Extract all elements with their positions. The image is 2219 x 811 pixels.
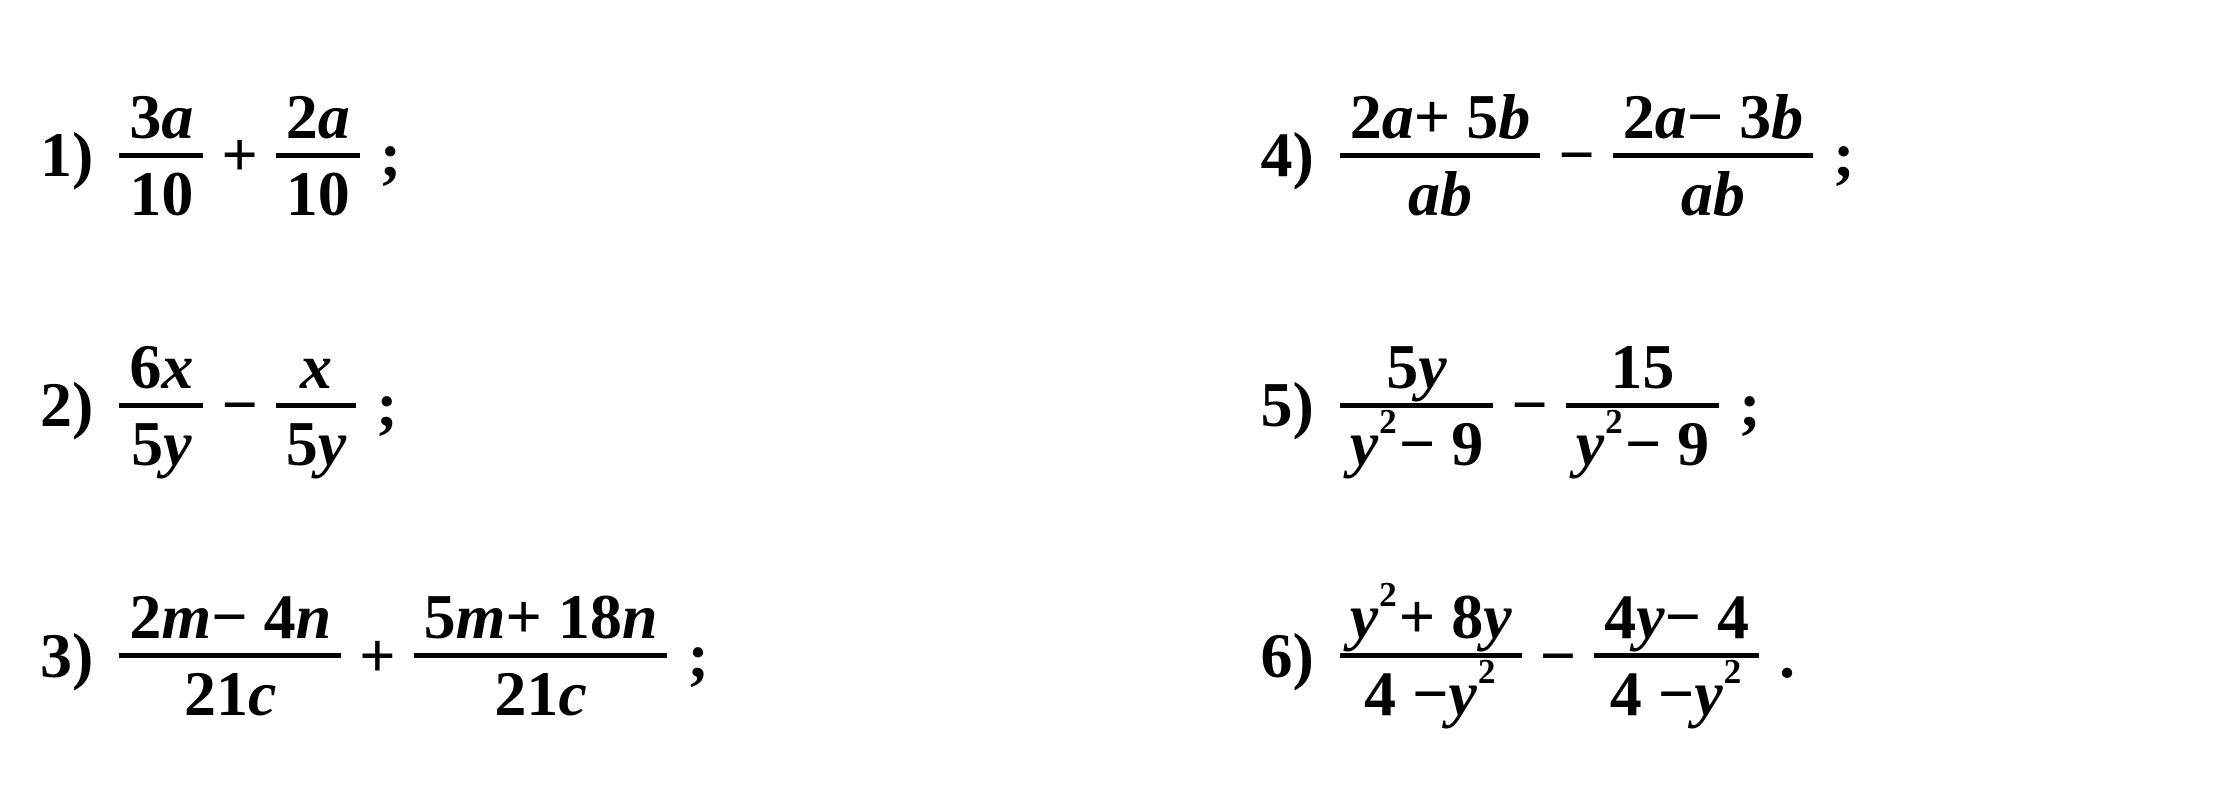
operator: − [1540,624,1576,688]
fraction-lhs: 6x 5y [119,333,203,478]
problem-6: 6) y2 + 8y 4 − y2 − 4y − 4 4 − y2 . [1260,583,2179,728]
denominator: 4 − y2 [1354,660,1507,728]
numerator: 6x [119,333,203,401]
fraction-lhs: 2m − 4n 21c [119,583,341,728]
problem-4: 4) 2a + 5b ab − 2a − 3b ab ; [1260,83,2179,228]
operator: − [1511,373,1547,437]
numerator: 2m − 4n [119,583,341,651]
operator: + [359,624,395,688]
denominator: 21c [484,660,596,728]
denominator: 4 − y2 [1600,660,1753,728]
problem-5: 5) 5y y2 − 9 − 15 y2 − 9 ; [1260,333,2179,478]
numerator: x [290,333,342,401]
denominator: 10 [276,160,360,228]
denominator: 21c [174,660,286,728]
punctuation: ; [687,624,708,688]
problem-1: 1) 3a 10 + 2a 10 ; [40,83,1180,228]
operator: − [221,373,257,437]
fraction-bar [1613,153,1813,158]
fraction-rhs: 2a 10 [276,83,360,228]
expression: 2m − 4n 21c + 5m + 18n 21c ; [111,583,708,728]
fraction-rhs: 15 y2 − 9 [1566,333,1719,478]
denominator: 5y [121,410,201,478]
denominator: 5y [276,410,356,478]
problem-index: 2) [40,373,93,437]
left-column: 1) 3a 10 + 2a 10 ; 2) 6x [0,0,1220,811]
numerator: 15 [1600,333,1684,401]
numerator: 3a [119,83,203,151]
problem-index: 1) [40,123,93,187]
numerator: 2a [276,83,360,151]
problem-2: 2) 6x 5y − x 5y ; [40,333,1180,478]
numerator: 5y [1376,333,1456,401]
numerator: 4y − 4 [1594,583,1759,651]
fraction-bar [276,153,360,158]
expression: y2 + 8y 4 − y2 − 4y − 4 4 − y2 . [1332,583,1795,728]
numerator: y2 + 8y [1340,583,1522,651]
fraction-lhs: y2 + 8y 4 − y2 [1340,583,1522,728]
right-column: 4) 2a + 5b ab − 2a − 3b ab ; 5) [1220,0,2219,811]
fraction-rhs: 2a − 3b ab [1613,83,1813,228]
fraction-lhs: 2a + 5b ab [1340,83,1540,228]
punctuation: ; [1833,123,1854,187]
numerator: 2a − 3b [1613,83,1813,151]
denominator: ab [1398,160,1482,228]
denominator: 10 [119,160,203,228]
denominator: ab [1671,160,1755,228]
problem-index: 4) [1260,123,1313,187]
denominator: y2 − 9 [1340,410,1493,478]
punctuation: ; [1739,373,1760,437]
fraction-bar [1340,153,1540,158]
numerator: 2a + 5b [1340,83,1540,151]
expression: 6x 5y − x 5y ; [111,333,397,478]
fraction-rhs: 4y − 4 4 − y2 [1594,583,1759,728]
expression: 5y y2 − 9 − 15 y2 − 9 ; [1332,333,1761,478]
punctuation: . [1779,624,1795,688]
fraction-rhs: x 5y [276,333,356,478]
problem-3: 3) 2m − 4n 21c + 5m + 18n 21c ; [40,583,1180,728]
problem-index: 3) [40,624,93,688]
fraction-lhs: 3a 10 [119,83,203,228]
expression: 2a + 5b ab − 2a − 3b ab ; [1332,83,1855,228]
fraction-lhs: 5y y2 − 9 [1340,333,1493,478]
columns-container: 1) 3a 10 + 2a 10 ; 2) 6x [0,0,2219,811]
punctuation: ; [376,373,397,437]
problem-index: 5) [1260,373,1313,437]
expression: 3a 10 + 2a 10 ; [111,83,401,228]
fraction-rhs: 5m + 18n 21c [414,583,668,728]
numerator: 5m + 18n [414,583,668,651]
punctuation: ; [380,123,401,187]
operator: − [1558,123,1594,187]
denominator: y2 − 9 [1566,410,1719,478]
problem-index: 6) [1260,624,1313,688]
fraction-bar [119,153,203,158]
operator: + [221,123,257,187]
